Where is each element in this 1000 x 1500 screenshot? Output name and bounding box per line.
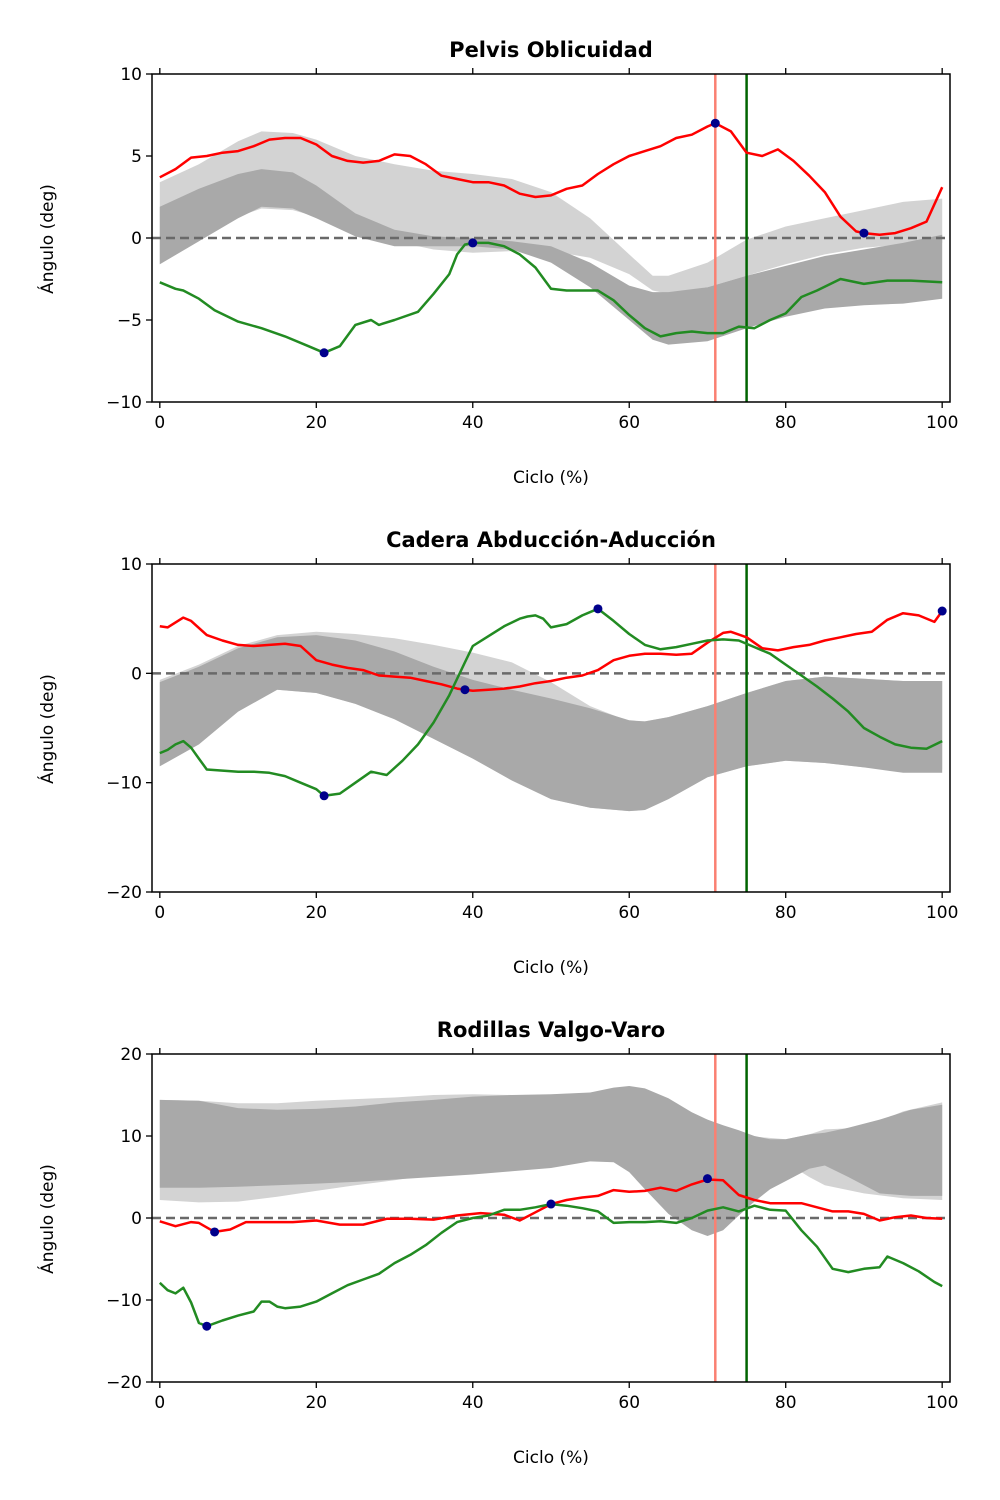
axes-frame <box>151 563 951 893</box>
x-axis-label: Ciclo (%) <box>513 958 589 978</box>
x-tick-label: 80 <box>775 1393 797 1413</box>
reference-band-inner <box>159 635 943 812</box>
panel-title: Pelvis Oblicuidad <box>449 38 653 62</box>
panel-title: Cadera Abducción-Aducción <box>386 528 716 552</box>
x-tick-label: 20 <box>305 1393 327 1413</box>
plot-contents <box>152 1054 950 1382</box>
peak-marker <box>319 791 329 801</box>
peak-marker <box>319 348 329 358</box>
y-tick-label: −10 <box>106 393 142 413</box>
x-tick-label: 100 <box>926 1393 958 1413</box>
x-tick-label: 0 <box>154 903 165 923</box>
panel-hip: Cadera Abducción-Aducción Ciclo (%) Ángu… <box>36 528 958 978</box>
peak-marker <box>702 1174 712 1184</box>
x-axis-label: Ciclo (%) <box>513 468 589 488</box>
x-tick-label: 100 <box>926 903 958 923</box>
x-tick-label: 80 <box>775 413 797 433</box>
peak-marker <box>859 228 869 238</box>
y-tick-label: −10 <box>106 774 142 794</box>
series-line-2 <box>159 241 943 355</box>
series-line-1 <box>159 610 944 693</box>
x-tick-label: 20 <box>305 903 327 923</box>
peak-marker <box>546 1199 556 1209</box>
y-axis-label: Ángulo (deg) <box>36 1164 58 1274</box>
plot-area: 0 20 40 60 80 100 −20 −10 0 10 20 <box>106 1045 958 1413</box>
peak-marker <box>460 685 470 695</box>
x-tick-label: 0 <box>154 413 165 433</box>
x-axis-label: Ciclo (%) <box>513 1448 589 1468</box>
y-tick-label: 5 <box>131 147 142 167</box>
peak-marker <box>937 606 947 616</box>
peak-marker <box>202 1321 212 1331</box>
x-tick-label: 100 <box>926 413 958 433</box>
peak-marker <box>468 238 478 248</box>
y-tick-label: 0 <box>131 664 142 684</box>
x-tick-label: 60 <box>618 903 640 923</box>
panel-pelvis: Pelvis Oblicuidad Ciclo (%) Ángulo (deg)… <box>36 38 958 488</box>
y-tick-label: 10 <box>120 65 142 85</box>
series-line-1 <box>159 1178 943 1234</box>
y-axis-label: Ángulo (deg) <box>36 184 58 294</box>
plot-contents <box>152 564 950 892</box>
y-tick-label: 20 <box>120 1045 142 1065</box>
y-axis-label: Ángulo (deg) <box>36 674 58 784</box>
x-tick-label: 60 <box>618 413 640 433</box>
y-tick-label: 10 <box>120 555 142 575</box>
y-tick-label: 0 <box>131 1209 142 1229</box>
plot-area: 0 20 40 60 80 100 −20 −10 0 10 <box>106 555 958 923</box>
panel-title: Rodillas Valgo-Varo <box>437 1018 665 1042</box>
y-tick-label: 10 <box>120 1127 142 1147</box>
x-tick-label: 0 <box>154 1393 165 1413</box>
y-tick-label: 0 <box>131 229 142 249</box>
x-tick-label: 40 <box>462 413 484 433</box>
panel-knee: Rodillas Valgo-Varo Ciclo (%) Ángulo (de… <box>36 1018 958 1468</box>
x-tick-label: 60 <box>618 1393 640 1413</box>
x-tick-label: 40 <box>462 1393 484 1413</box>
peak-marker <box>593 604 603 614</box>
peak-marker <box>710 118 720 128</box>
series-line-2 <box>159 607 943 798</box>
plot-area: 0 20 40 60 80 100 −10 −5 0 5 10 <box>106 65 958 433</box>
y-tick-label: −10 <box>106 1291 142 1311</box>
y-tick-label: −20 <box>106 1373 142 1393</box>
y-tick-label: −20 <box>106 883 142 903</box>
x-tick-label: 20 <box>305 413 327 433</box>
peak-marker <box>210 1227 220 1237</box>
x-tick-label: 80 <box>775 903 797 923</box>
y-tick-label: −5 <box>117 311 142 331</box>
plot-contents <box>152 74 950 402</box>
x-tick-label: 40 <box>462 903 484 923</box>
series-line-2 <box>158 1202 943 1328</box>
series-line-1 <box>159 121 944 236</box>
